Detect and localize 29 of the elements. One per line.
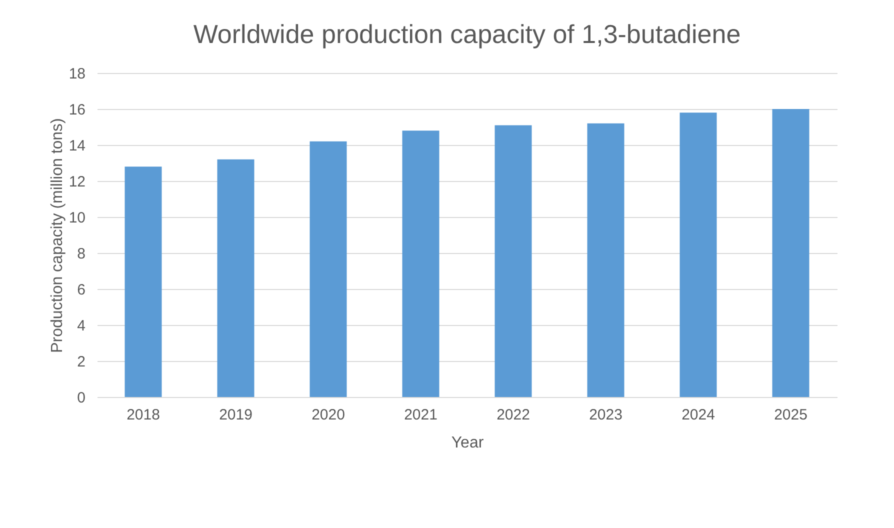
y-axis-title: Production capacity (million tons) bbox=[48, 118, 66, 353]
y-tick-label: 14 bbox=[68, 138, 86, 154]
y-tick-label: 0 bbox=[77, 390, 86, 406]
bar bbox=[680, 112, 717, 397]
bar bbox=[494, 125, 532, 397]
x-tick-label: 2024 bbox=[682, 406, 715, 424]
bar bbox=[124, 166, 162, 397]
x-tick-label: 2018 bbox=[126, 406, 160, 424]
y-tick-label: 8 bbox=[77, 246, 86, 262]
x-tick-label: 2021 bbox=[404, 406, 438, 424]
bar bbox=[587, 123, 624, 397]
x-tick-label: 2019 bbox=[219, 406, 252, 424]
bar bbox=[402, 130, 440, 397]
x-tick-label: 2022 bbox=[496, 406, 530, 424]
y-tick-label: 6 bbox=[77, 282, 86, 298]
chart-title: Worldwide production capacity of 1,3-butadiene bbox=[193, 19, 741, 49]
x-tick-label: 2025 bbox=[774, 406, 808, 424]
x-axis-title: Year bbox=[451, 434, 484, 452]
bar bbox=[772, 109, 810, 397]
y-tick-label: 12 bbox=[68, 174, 86, 190]
bar bbox=[310, 141, 347, 397]
bar bbox=[217, 159, 254, 397]
y-tick-label: 2 bbox=[77, 354, 86, 370]
y-tick-label: 16 bbox=[68, 102, 86, 118]
x-tick-label: 2020 bbox=[312, 406, 345, 424]
y-tick-label: 4 bbox=[77, 318, 86, 334]
y-tick-label: 10 bbox=[68, 210, 86, 226]
y-tick-label: 18 bbox=[68, 66, 86, 82]
x-tick-label: 2023 bbox=[589, 406, 622, 424]
